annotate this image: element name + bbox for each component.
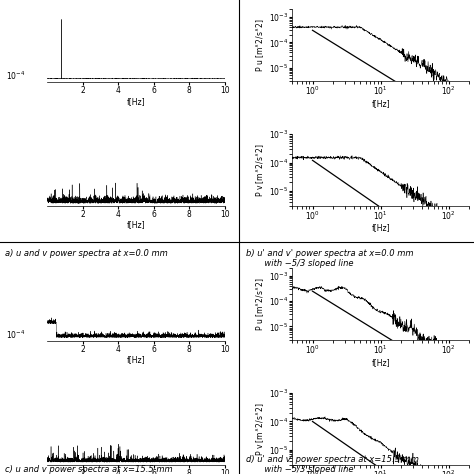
Y-axis label: $10^{-4}$: $10^{-4}$: [6, 70, 25, 82]
Text: c) u and v power spectra at x=15.5 mm: c) u and v power spectra at x=15.5 mm: [5, 465, 173, 474]
Text: a) u and v power spectra at x=0.0 mm: a) u and v power spectra at x=0.0 mm: [5, 249, 167, 258]
X-axis label: f[Hz]: f[Hz]: [127, 97, 146, 106]
Y-axis label: P u [m$^{\wedge}$2/s$^{\wedge}$2]: P u [m$^{\wedge}$2/s$^{\wedge}$2]: [254, 277, 266, 331]
X-axis label: f[Hz]: f[Hz]: [371, 358, 390, 367]
X-axis label: f[Hz]: f[Hz]: [127, 220, 146, 229]
Text: b) u' and v' power spectra at x=0.0 mm
       with −5/3 sloped line: b) u' and v' power spectra at x=0.0 mm w…: [246, 249, 414, 268]
X-axis label: f[Hz]: f[Hz]: [127, 356, 146, 365]
Y-axis label: P v [m$^{\wedge}$2/s$^{\wedge}$2]: P v [m$^{\wedge}$2/s$^{\wedge}$2]: [254, 402, 266, 456]
Y-axis label: P u [m$^{\wedge}$2/s$^{\wedge}$2]: P u [m$^{\wedge}$2/s$^{\wedge}$2]: [254, 18, 266, 72]
Text: d) u' and v' power spectra at x=15.5 mm
       with −5/3 sloped line: d) u' and v' power spectra at x=15.5 mm …: [246, 455, 419, 474]
X-axis label: f[Hz]: f[Hz]: [371, 99, 390, 108]
X-axis label: f[Hz]: f[Hz]: [371, 224, 390, 233]
Y-axis label: $10^{-4}$: $10^{-4}$: [6, 328, 25, 341]
Y-axis label: P v [m$^{\wedge}$2/s$^{\wedge}$2]: P v [m$^{\wedge}$2/s$^{\wedge}$2]: [254, 143, 266, 197]
